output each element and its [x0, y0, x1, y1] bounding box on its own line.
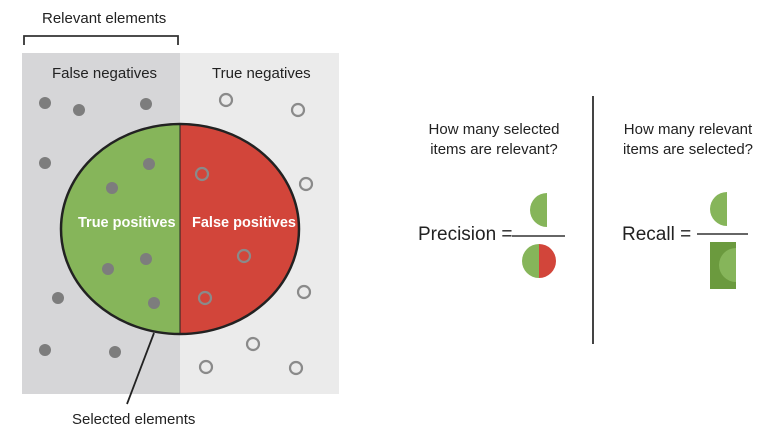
- precision-denominator-green-icon: [522, 244, 539, 278]
- nonrelevant-element-ring: [245, 336, 261, 352]
- relevant-element-dot: [140, 98, 152, 110]
- precision-numerator-icon: [530, 193, 547, 227]
- recall-fraction: [697, 192, 748, 289]
- relevant-elements-label: Relevant elements: [42, 10, 167, 27]
- relevant-element-dot: [73, 104, 85, 116]
- recall-question-line-1: How many relevant: [623, 121, 753, 138]
- recall-question-line-2: items are selected?: [622, 141, 754, 158]
- relevant-element-dot: [102, 263, 114, 275]
- precision-fraction: [512, 193, 565, 278]
- nonrelevant-element-ring: [197, 290, 213, 306]
- relevant-element-dot: [140, 253, 152, 265]
- true-positives-label: True positives: [78, 215, 176, 231]
- nonrelevant-element-ring: [288, 360, 304, 376]
- relevant-element-dot: [39, 344, 51, 356]
- relevant-element-dot: [39, 157, 51, 169]
- nonrelevant-element-ring: [296, 284, 312, 300]
- nonrelevant-element-ring: [290, 102, 306, 118]
- relevant-element-dot: [143, 158, 155, 170]
- nonrelevant-element-ring: [198, 359, 214, 375]
- recall-numerator-icon: [710, 192, 727, 226]
- relevant-element-dot: [106, 182, 118, 194]
- true-negatives-label: True negatives: [212, 65, 311, 82]
- relevant-element-dot: [109, 346, 121, 358]
- nonrelevant-element-ring: [218, 92, 234, 108]
- section-divider: [592, 96, 594, 344]
- selected-pointer-line: [126, 332, 155, 405]
- recall-denominator-half-icon: [719, 248, 736, 282]
- false-negatives-label: False negatives: [52, 65, 158, 82]
- relevant-bracket: [23, 35, 179, 45]
- true-positives-region: [61, 124, 180, 334]
- precision-question-line-2: items are relevant?: [430, 141, 558, 158]
- recall-label: Recall =: [622, 224, 692, 245]
- precision-question-line-1: How many selected: [428, 121, 560, 138]
- false-positives-region: [180, 124, 299, 334]
- relevant-element-dot: [148, 297, 160, 309]
- relevant-element-dot: [39, 97, 51, 109]
- nonrelevant-element-ring: [236, 248, 252, 264]
- selected-elements-label: Selected elements: [72, 411, 196, 428]
- relevant-element-dot: [52, 292, 64, 304]
- nonrelevant-element-ring: [194, 166, 210, 182]
- precision-denominator-red-icon: [539, 244, 556, 278]
- precision-label: Precision =: [418, 224, 513, 245]
- nonrelevant-element-ring: [298, 176, 314, 192]
- false-positives-label: False positives: [192, 215, 296, 231]
